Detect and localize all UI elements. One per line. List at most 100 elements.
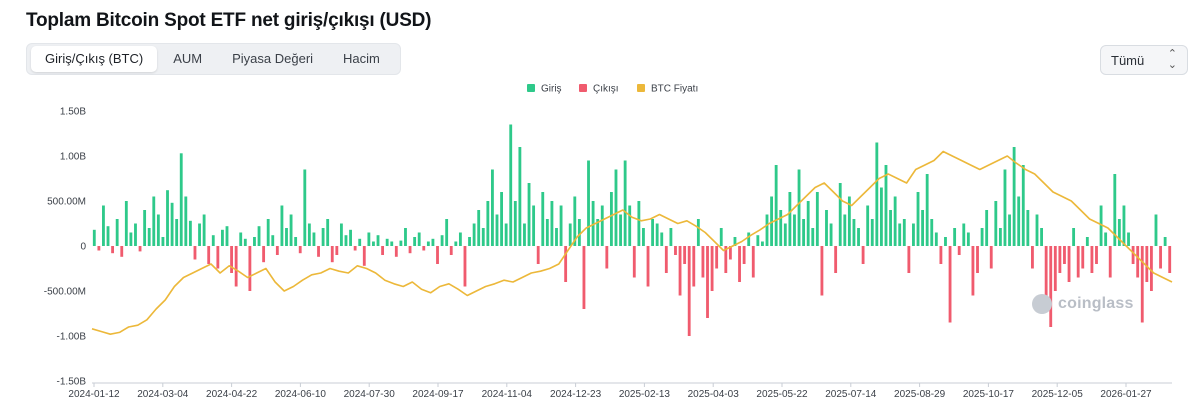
flow-bar — [458, 232, 462, 246]
x-tick-label: 2025-10-17 — [963, 389, 1015, 400]
flow-bar — [683, 246, 687, 264]
flow-bar — [307, 223, 311, 246]
flow-bar — [742, 246, 746, 264]
flow-bar — [1049, 246, 1053, 327]
flow-bar — [422, 246, 426, 251]
flow-bar — [815, 192, 819, 246]
up-down-chevron-icon: ⌃ ⌄ — [1167, 48, 1177, 71]
flow-bar — [294, 237, 298, 246]
flow-bar — [893, 196, 897, 246]
flow-bar — [285, 228, 288, 246]
flow-bar — [230, 246, 233, 273]
range-select[interactable]: Tümü ⌃ ⌄ — [1100, 45, 1188, 75]
flow-bar — [481, 228, 485, 246]
flow-bar — [985, 210, 989, 246]
flow-bar — [596, 219, 600, 246]
tab-market-cap[interactable]: Piyasa Değeri — [232, 51, 314, 66]
flow-bar — [1104, 232, 1108, 246]
flow-bar — [115, 219, 119, 246]
flow-bar — [642, 228, 645, 246]
tab-volume[interactable]: Hacim — [343, 51, 380, 66]
flow-bar — [651, 219, 655, 246]
flow-bar — [591, 201, 595, 246]
flow-bar — [1136, 246, 1140, 278]
legend-swatch — [527, 84, 535, 92]
flow-bar — [106, 226, 110, 246]
flow-bar — [1017, 196, 1021, 246]
flow-bar — [664, 246, 668, 273]
x-axis: 2024-01-12 2024-03-04 2024-04-22 2024-06-10… — [68, 382, 1172, 400]
flow-bar — [825, 210, 828, 246]
flow-bar — [934, 232, 938, 246]
x-tick-label: 2025-05-22 — [756, 389, 808, 400]
flow-bar — [715, 246, 719, 269]
flow-bar — [248, 246, 252, 291]
flow-bar — [861, 246, 865, 264]
flow-bar — [426, 241, 430, 246]
flow-bar — [541, 192, 545, 246]
flow-bar — [527, 183, 531, 246]
flow-bar — [944, 237, 947, 246]
y-tick-label: 0 — [80, 242, 86, 253]
flow-bar — [550, 201, 554, 246]
flow-bar — [564, 246, 568, 282]
flow-bar — [408, 246, 412, 254]
flow-bar — [513, 201, 517, 246]
flow-bar — [303, 169, 307, 246]
flow-bar — [1021, 165, 1025, 246]
flow-bar — [568, 223, 572, 246]
coinglass-watermark: coinglass — [1032, 294, 1134, 314]
flow-bar — [193, 246, 197, 260]
flow-bar — [1003, 169, 1007, 246]
flow-bar — [559, 205, 563, 246]
flow-bar — [966, 232, 970, 246]
flow-bar — [847, 196, 851, 246]
x-tick-label: 2024-12-23 — [550, 389, 602, 400]
flow-bar — [367, 232, 371, 246]
flow-bar — [92, 229, 96, 246]
flow-bar — [802, 219, 806, 246]
flow-bar — [751, 246, 755, 278]
flow-bar — [660, 232, 664, 246]
flow-bar — [875, 142, 879, 246]
tab-flow-btc[interactable]: Giriş/Çıkış (BTC) — [31, 46, 158, 72]
flow-bar — [577, 219, 581, 246]
flow-bar — [1113, 174, 1117, 246]
flow-bar — [184, 196, 188, 246]
flow-bar — [870, 219, 874, 246]
flow-bar — [788, 192, 792, 246]
flow-bar — [724, 246, 728, 273]
flow-bar — [317, 246, 320, 257]
flow-bar — [1159, 246, 1162, 269]
flow-bar — [221, 229, 224, 246]
legend-label: Çıkışı — [593, 84, 619, 95]
flow-bar — [619, 214, 622, 246]
flow-bar — [605, 246, 609, 269]
flow-bar — [298, 246, 302, 254]
flow-bar — [1108, 246, 1112, 278]
flow-bar — [733, 237, 737, 246]
flow-bar — [1149, 246, 1153, 291]
flow-bar — [1081, 246, 1085, 269]
flow-bar — [170, 202, 174, 246]
flow-bar — [504, 223, 508, 246]
flow-bar — [312, 232, 316, 246]
flow-bar — [129, 232, 133, 246]
flow-bar — [271, 235, 275, 246]
tab-aum[interactable]: AUM — [173, 51, 203, 66]
flow-bar — [532, 205, 536, 246]
y-tick-label: -500.00M — [44, 287, 86, 298]
flow-bar — [445, 219, 449, 246]
flow-bar — [468, 237, 471, 246]
flow-bar — [166, 190, 169, 246]
flow-bar — [156, 214, 160, 246]
x-tick-label: 2025-04-03 — [688, 389, 740, 400]
flow-bar — [536, 246, 540, 264]
flow-bar — [477, 210, 481, 246]
flow-bar — [962, 223, 966, 246]
flow-bar — [111, 246, 115, 254]
flow-bar — [838, 183, 842, 246]
flow-bar — [706, 246, 709, 318]
flow-bar — [262, 246, 266, 263]
flow-bar — [1040, 228, 1043, 246]
